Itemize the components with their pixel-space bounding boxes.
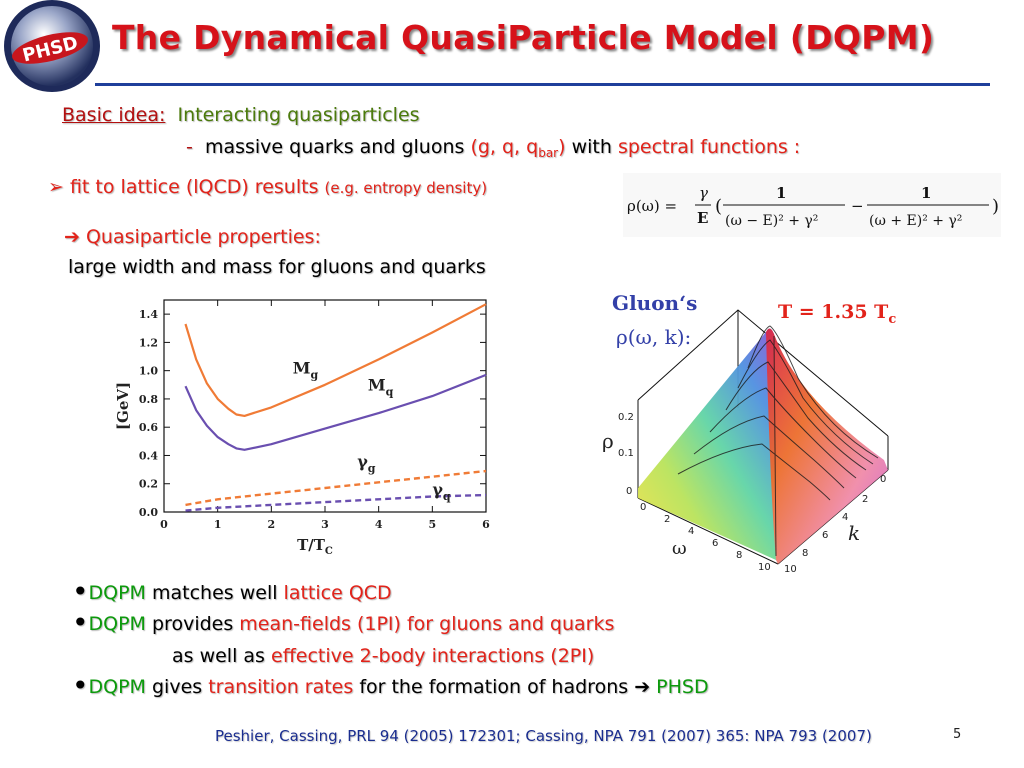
bullet-dot: • [72,575,89,608]
x-tick-label: 2 [268,518,276,531]
svg-text:): ) [992,196,999,217]
svg-text:6: 6 [822,530,828,541]
arrow-bullet-icon: ➢ [48,176,64,198]
massive-quarks-text: massive quarks and gluons [204,136,465,158]
x-tick-label: 0 [160,518,168,531]
gluon-spectral-surface: 0.2 0.1 0 ρ 0 2 4 6 8 10 ω 10 8 6 4 2 0 … [602,291,896,575]
series-line-3 [185,493,487,512]
series-label-0: Mg [293,358,319,381]
surface-contours [677,325,879,557]
surface-right [766,328,888,564]
x-tick-label: 6 [482,518,490,531]
series-label-1: Mq [368,375,394,398]
fit-lattice-line: ➢ fit to lattice (lQCD) results (e.g. en… [48,176,487,198]
y-tick-label: 0.4 [139,449,158,462]
arrow-right-icon: ➔ [64,226,80,248]
z-tick-0: 0 [626,486,632,497]
svg-text:E: E [697,209,708,227]
svg-text:−: − [851,197,864,215]
series-line-0 [184,303,487,417]
spectral-function-formula: ρ(ω) = γ E ( 1 (ω − E)² + γ² − 1 (ω + E)… [623,173,1001,237]
svg-text:1: 1 [776,184,786,202]
y-tick-label: 1.4 [139,308,158,321]
svg-text:4: 4 [688,526,694,537]
y-tick-label: 1.2 [139,336,158,349]
y-axis-label: [GeV] [114,382,132,430]
bullet-2: •DQPM provides mean-fields (1PI) for glu… [72,606,615,639]
y-tick-label: 0.2 [139,478,158,491]
phsd-logo: PHSD [4,0,100,92]
qp-properties-label: Quasiparticle properties: [85,226,321,248]
series-label-3: γq [432,480,451,503]
series-line-1 [184,373,487,451]
basic-idea-label: Basic idea: [62,104,166,126]
qp-properties-text: large width and mass for gluons and quar… [68,256,486,278]
basic-idea-detail: - massive quarks and gluons (g, q, qbar)… [186,136,800,160]
surface-title: Gluon‘s [612,291,697,315]
title-divider [95,83,990,86]
fit-lattice-text: fit to lattice (lQCD) results [69,176,319,198]
x-tick-label: 5 [429,518,437,531]
svg-text:(ω − E)² + γ²: (ω − E)² + γ² [725,213,818,229]
bullet-dot: • [72,606,89,639]
svg-text:(ω + E)² + γ²: (ω + E)² + γ² [869,213,962,229]
svg-text:2: 2 [862,494,868,505]
k-axis-label: k [848,521,860,545]
series-line-2 [185,469,487,507]
bullet-2-continuation: as well as effective 2-body interactions… [172,645,595,667]
y-tick-label: 0.0 [139,506,158,519]
spectral-functions-text: spectral functions : [617,136,801,158]
svg-text:2: 2 [664,514,670,525]
svg-text:γ: γ [699,184,708,202]
x-axis-label: T/TC [297,536,333,557]
temperature-annotation: T = 1.35 Tc [778,301,896,327]
bullet-3: •DQPM gives transition rates for the for… [72,669,709,702]
y-tick-label: 0.6 [139,421,158,434]
svg-text:ρ(ω) =: ρ(ω) = [627,197,677,215]
z-tick-0.2: 0.2 [618,412,634,423]
svg-text:1: 1 [921,184,931,202]
slide-title: The Dynamical QuasiParticle Model (DQPM) [112,18,935,57]
arrow-right-icon: ➔ [634,676,651,698]
z-axis-label: ρ [602,429,614,453]
y-tick-label: 1.0 [139,365,158,378]
qp-properties-title: ➔ Quasiparticle properties: [64,226,321,248]
bullet-dot: • [72,669,89,702]
svg-text:8: 8 [736,550,742,561]
svg-text:6: 6 [712,538,718,549]
page-number: 5 [953,727,962,742]
omega-axis-label: ω [672,538,687,559]
references-footer: Peshier, Cassing, PRL 94 (2005) 172301; … [215,727,872,745]
z-tick-0.1: 0.1 [618,448,634,459]
bullet-1: •DQPM matches well lattice QCD [72,575,392,608]
svg-text:(: ( [715,196,722,217]
x-tick-label: 3 [321,518,329,531]
svg-text:10: 10 [784,564,797,575]
x-tick-label: 4 [375,518,383,531]
svg-text:4: 4 [842,512,848,523]
series-label-2: γg [357,452,376,475]
fit-lattice-note: (e.g. entropy density) [324,179,488,197]
surface-subtitle: ρ(ω, k): [616,325,691,349]
mass-width-chart: 0 1 2 3 4 5 6 0.0 0.2 0.4 0.6 0.8 1.0 1.2 1.4 T/TC [GeV]… [114,299,490,557]
basic-idea-line: Basic idea: Interacting quasiparticles [62,104,420,126]
svg-text:8: 8 [802,548,808,559]
svg-text:10: 10 [758,562,771,573]
basic-idea-text: Interacting quasiparticles [177,104,420,126]
svg-text:0: 0 [640,502,646,513]
with-text: with [571,136,612,158]
x-tick-label: 1 [214,518,222,531]
svg-text:0: 0 [880,474,886,485]
y-tick-label: 0.8 [139,393,158,406]
particle-list: (g, q, qbar) [470,136,566,160]
dash: - [186,136,193,158]
